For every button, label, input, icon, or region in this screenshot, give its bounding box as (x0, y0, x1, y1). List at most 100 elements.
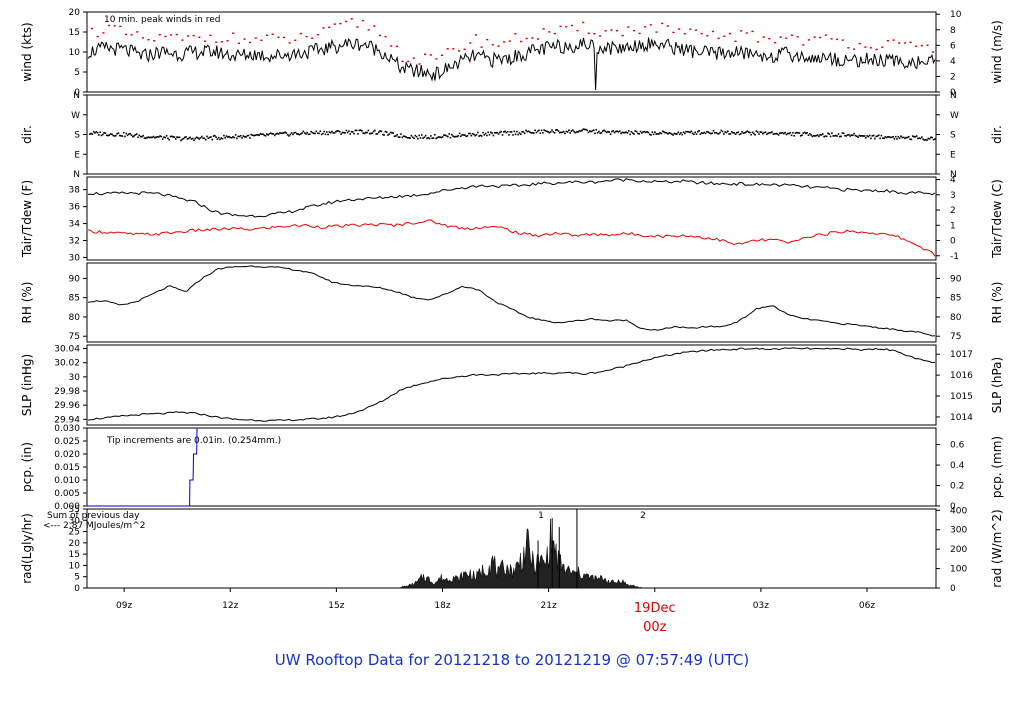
dir-point (767, 132, 769, 135)
wind-peak-mark (119, 25, 122, 28)
dir-point (797, 132, 799, 134)
dir-point (702, 132, 704, 135)
pcp-left-tick-label: 0.030 (54, 424, 80, 434)
wind-peak-mark (548, 31, 551, 33)
dir-point (587, 131, 590, 134)
dir-point (612, 130, 614, 132)
dir-point (889, 136, 892, 139)
wind-peak-mark (474, 34, 477, 36)
dir-point (802, 132, 805, 134)
time-tick-label: 06z (859, 601, 875, 611)
dir-point (139, 135, 142, 138)
dir-point (260, 133, 263, 135)
wind-right-tick-label: 0 (950, 88, 956, 98)
wind-peak-mark (520, 40, 523, 43)
dir-point (396, 134, 398, 136)
dir-point (894, 135, 897, 138)
wind-peak-mark (424, 53, 427, 55)
dir-point (918, 137, 920, 139)
temp-ylabel-right: Tair/Tdew (C) (990, 179, 1004, 259)
wind-peak-mark (632, 29, 636, 32)
dir-point (354, 129, 357, 132)
dir-point (516, 130, 518, 133)
dir-point (883, 137, 885, 140)
dir-point (891, 136, 893, 139)
dir-point (112, 134, 114, 137)
dir-point (505, 131, 508, 134)
dir-point (598, 130, 600, 133)
wind-peak-mark (740, 30, 743, 32)
dir-point (479, 134, 482, 137)
pcp-left-tick-label: 0.005 (54, 489, 80, 499)
dir-point (401, 136, 404, 139)
dir-point (286, 134, 289, 136)
dir-point (503, 131, 505, 133)
day-label: 19Dec (634, 601, 676, 616)
dir-point (335, 130, 337, 133)
dir-point (686, 130, 689, 133)
dir-point (573, 130, 575, 133)
dir-point (280, 132, 282, 134)
wind-peak-mark (593, 33, 596, 35)
dir-point (331, 130, 333, 133)
dir-point (310, 130, 312, 133)
dir-point (374, 129, 376, 132)
dir-point (402, 135, 405, 137)
dir-point (868, 134, 871, 137)
dir-point (513, 130, 516, 133)
dir-point (488, 133, 491, 136)
dir-point (562, 130, 565, 133)
dir-point (529, 131, 531, 133)
dir-point (710, 132, 712, 135)
dir-point (633, 133, 635, 135)
dir-point (289, 133, 292, 136)
wind-peak-mark (429, 54, 432, 56)
dir-point (645, 131, 647, 134)
dir-point (249, 137, 251, 139)
temp-right-tick-label: 4 (950, 176, 956, 186)
dir-point (922, 138, 924, 141)
dir-point (276, 132, 279, 135)
dir-point (257, 134, 259, 136)
wind-peak-mark (836, 38, 839, 41)
dir-point (158, 136, 160, 138)
dir-right-tick-label: N (950, 91, 957, 101)
dir-point (426, 137, 428, 140)
dir-point (806, 132, 808, 134)
dir-point (548, 131, 551, 134)
wind-right-tick-label: 4 (950, 57, 956, 67)
wind-peak-mark (683, 33, 686, 35)
dir-point (650, 134, 652, 136)
dir-point (99, 131, 101, 133)
dir-point (690, 130, 693, 133)
dir-point (660, 132, 663, 135)
dir-point (180, 139, 182, 142)
dir-point (366, 131, 368, 134)
dir-point (655, 133, 657, 135)
pcp-right-tick-label: 0.4 (950, 461, 965, 471)
wind-peak-mark (745, 32, 748, 34)
slp-right-tick-label: 1017 (950, 350, 973, 360)
dir-point (535, 131, 538, 134)
dir-point (678, 133, 681, 136)
dir-point (556, 129, 558, 131)
dir-point (568, 129, 570, 131)
dir-point (142, 134, 144, 137)
slp-frame (86, 344, 937, 426)
dir-point (663, 131, 665, 133)
dir-point (695, 133, 698, 135)
wind-peak-mark (254, 37, 257, 39)
dir-point (202, 137, 204, 139)
dir-point (654, 131, 656, 133)
dir-point (879, 137, 881, 140)
dir-point (191, 137, 194, 140)
wind-peak-mark (531, 37, 534, 39)
wind-peak-mark (260, 39, 263, 41)
rad-right-tick-label: 100 (950, 565, 967, 575)
dir-point (743, 132, 746, 134)
dir-point (927, 137, 930, 140)
dir-point (125, 132, 128, 135)
wind-peak-mark (198, 36, 201, 38)
dir-point (676, 133, 678, 135)
